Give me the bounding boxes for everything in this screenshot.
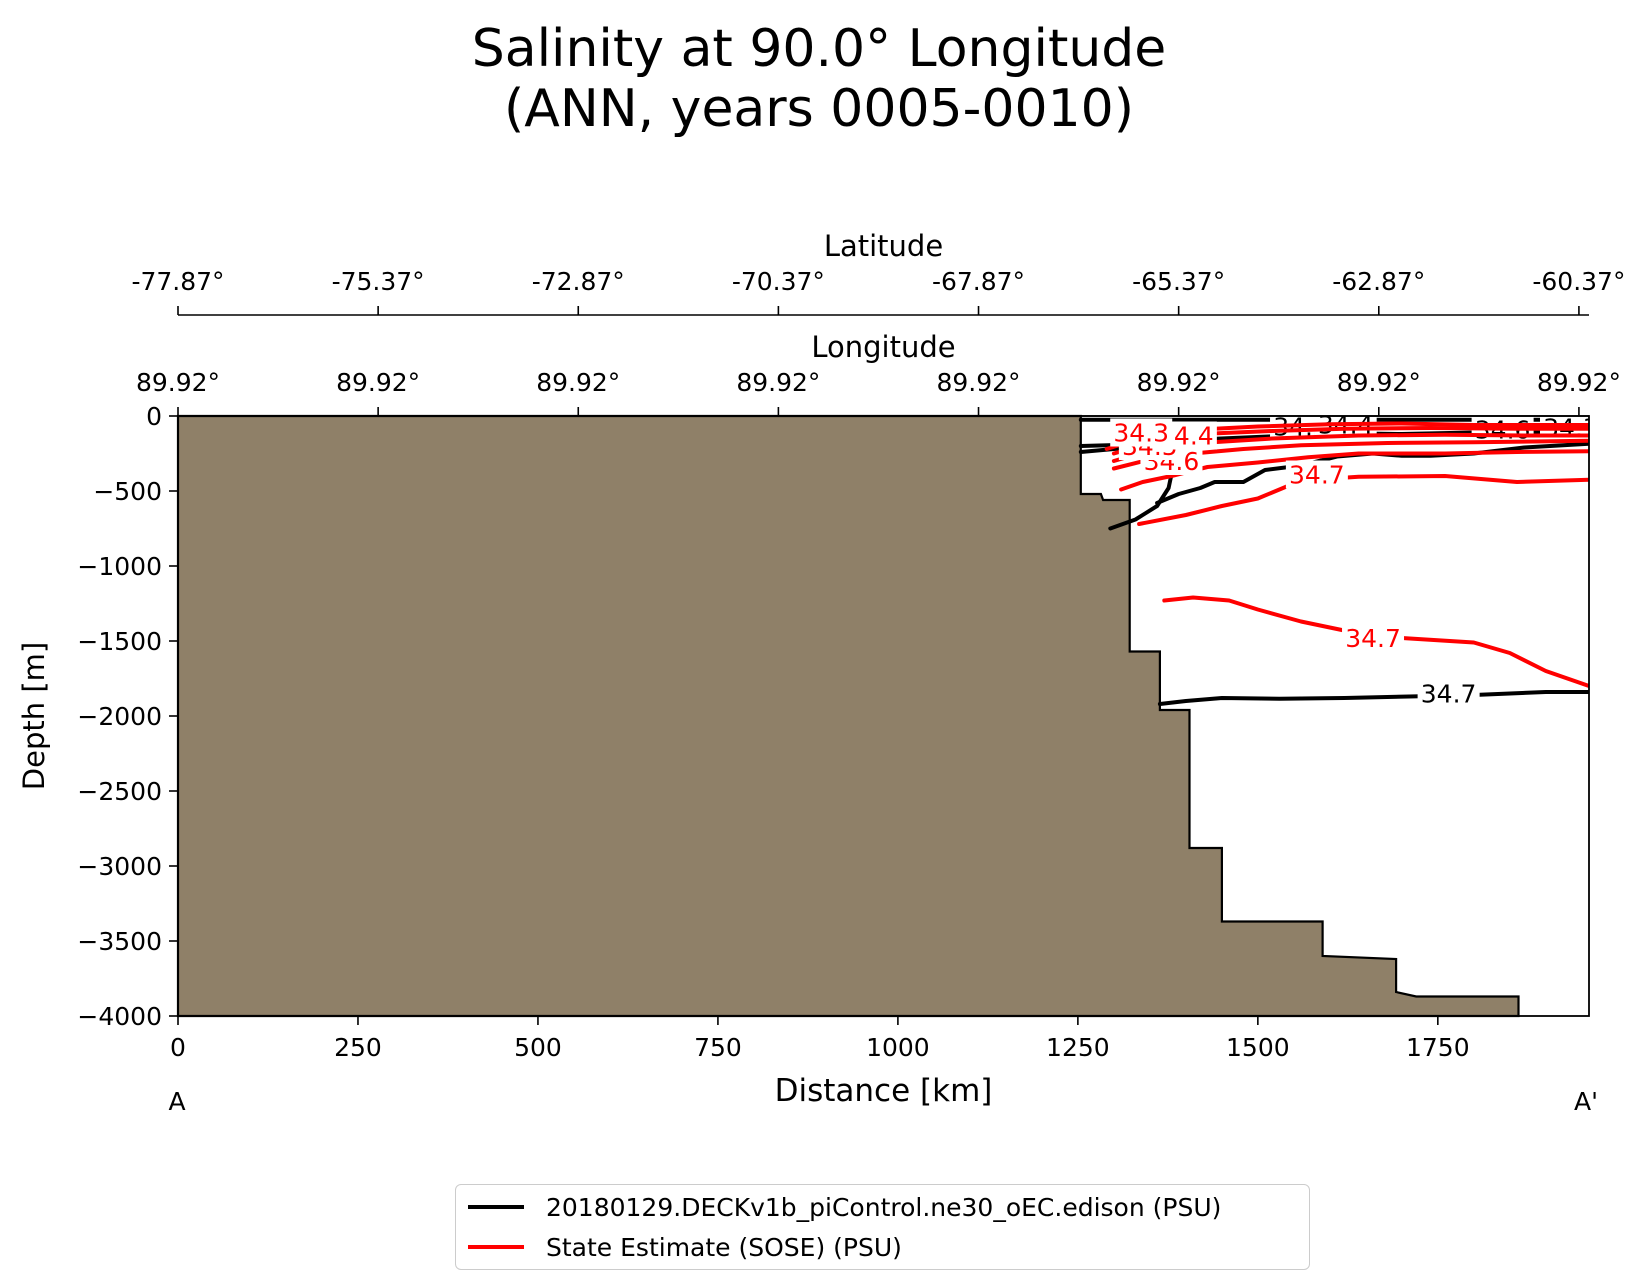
longitude-tick-label-7: 89.92° — [1537, 368, 1621, 397]
latitude-tick-label-1: -75.37° — [332, 267, 425, 296]
contour-line-1-5 — [1137, 474, 1589, 526]
legend-label-sose: State Estimate (SOSE) (PSU) — [546, 1232, 902, 1262]
y-tick-label-3: −1500 — [77, 627, 162, 656]
y-tick-label-7: −3500 — [77, 927, 162, 956]
contour-label-bg-0-0 — [1417, 679, 1480, 708]
latitude-tick-label-6: -62.87° — [1332, 267, 1425, 296]
legend-entry-model: 20180129.DECKv1b_piControl.ne30_oEC.edis… — [468, 1189, 1221, 1225]
y-axis-label: Depth [m] — [17, 642, 51, 790]
latitude-tick-label-7: -60.37° — [1532, 267, 1625, 296]
latitude-tick-label-4: -67.87° — [932, 267, 1025, 296]
x-tick-label-3: 750 — [694, 1033, 742, 1062]
x-tick-label-7: 1750 — [1406, 1033, 1470, 1062]
longitude-tick-label-3: 89.92° — [736, 368, 820, 397]
x-tick-label-0: 0 — [170, 1033, 186, 1062]
y-tick-label-1: −500 — [93, 477, 162, 506]
latitude-tick-label-0: -77.87° — [131, 267, 224, 296]
contour-series-sose: 34.734.734.634.534.434.3 — [1104, 418, 1589, 688]
legend-label-model: 20180129.DECKv1b_piControl.ne30_oEC.edis… — [546, 1192, 1222, 1222]
longitude-axis-label: Longitude — [811, 330, 955, 364]
latitude-tick-label-2: -72.87° — [532, 267, 625, 296]
legend: 20180129.DECKv1b_piControl.ne30_oEC.edis… — [455, 1184, 1310, 1270]
contour-label-bg-1-1 — [1342, 624, 1405, 652]
contour-label-1-0: 34.7 — [1289, 461, 1345, 490]
axes: 0 250 500 750 1000 1250 1500 1750 Distance [km] A… — [17, 229, 1625, 1116]
contour-line-0-5 — [1157, 690, 1589, 706]
contour-line-1-4 — [1119, 449, 1589, 492]
bathymetry-seafloor — [176, 414, 1520, 1018]
x-axis-label: Distance [km] — [775, 1073, 993, 1109]
latitude-tick-label-3: -70.37° — [732, 267, 825, 296]
longitude-tick-label-2: 89.92° — [536, 368, 620, 397]
contour-label-bg-1-0 — [1285, 460, 1348, 489]
x-tick-label-4: 1000 — [866, 1033, 930, 1062]
longitude-tick-label-0: 89.92° — [136, 368, 220, 397]
longitude-tick-label-4: 89.92° — [936, 368, 1020, 397]
x-tick-label-6: 1500 — [1226, 1033, 1290, 1062]
x-tick-label-1: 250 — [334, 1033, 382, 1062]
legend-swatch-model — [468, 1205, 524, 1209]
y-tick-label-0: 0 — [146, 402, 162, 431]
longitude-tick-label-1: 89.92° — [336, 368, 420, 397]
latitude-axis-label: Latitude — [824, 229, 943, 263]
contour-label-1-1: 34.7 — [1345, 624, 1401, 653]
section-start-label: A — [168, 1087, 185, 1116]
latitude-tick-label-5: -65.37° — [1132, 267, 1225, 296]
x-tick-label-5: 1250 — [1046, 1033, 1110, 1062]
y-tick-label-2: −1000 — [77, 552, 162, 581]
chart-title-line1: Salinity at 90.0° Longitude — [471, 19, 1167, 79]
legend-entry-sose: State Estimate (SOSE) (PSU) — [468, 1229, 902, 1265]
chart-title-line2: (ANN, years 0005-0010) — [503, 79, 1135, 139]
section-end-label: A' — [1574, 1087, 1598, 1116]
plot-area: 34.734.634.534.434.334.734.734.634.534.4… — [176, 414, 1589, 1018]
y-tick-label-5: −2500 — [77, 777, 162, 806]
legend-swatch-sose — [468, 1245, 524, 1249]
longitude-tick-label-5: 89.92° — [1137, 368, 1221, 397]
contour-label-bg-1-5 — [1110, 418, 1173, 447]
contour-label-1-5: 34.3 — [1113, 419, 1169, 448]
y-tick-label-6: −3000 — [77, 852, 162, 881]
y-tick-label-4: −2000 — [77, 702, 162, 731]
contour-label-0-0: 34.7 — [1421, 680, 1477, 709]
y-tick-label-8: −4000 — [77, 1002, 162, 1031]
longitude-tick-label-6: 89.92° — [1337, 368, 1421, 397]
x-tick-label-2: 500 — [514, 1033, 562, 1062]
